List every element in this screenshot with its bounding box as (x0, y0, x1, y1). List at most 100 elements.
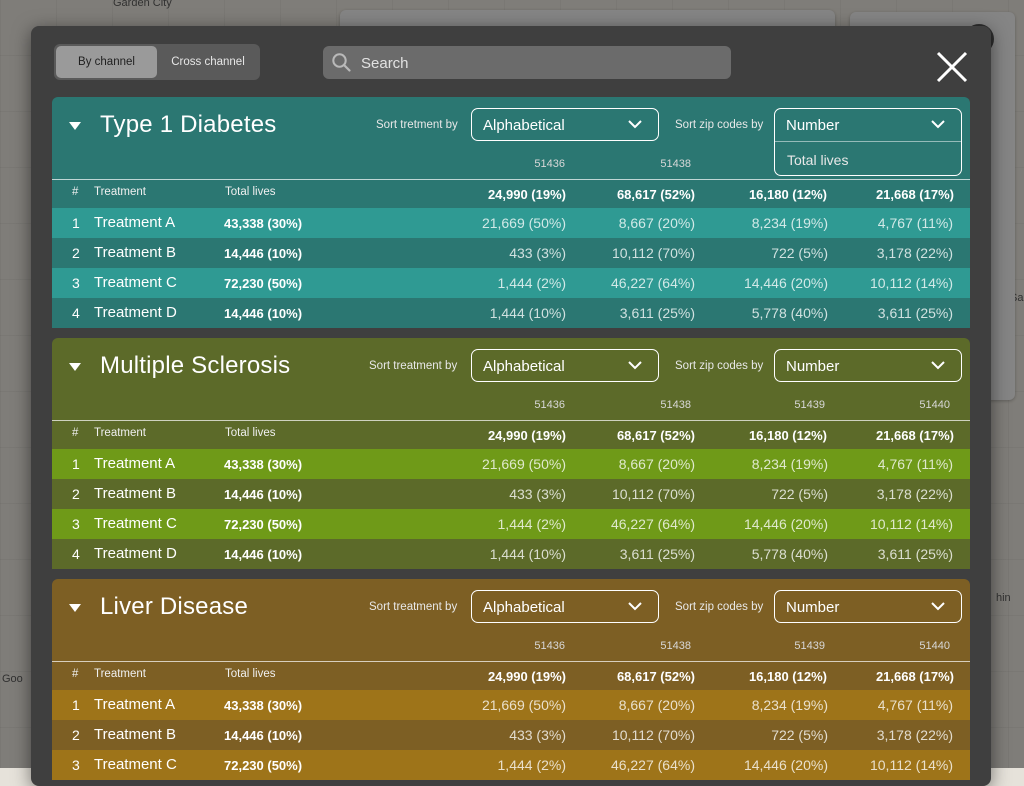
collapse-caret-icon[interactable] (69, 362, 81, 372)
sort-treatment-value: Alphabetical (483, 117, 565, 134)
treatment-total: 43,338 (30%) (224, 698, 303, 713)
table-row[interactable]: 1 Treatment A 43,338 (30%) 21,669 (50%) … (52, 208, 970, 238)
map-place-label: Goo (2, 673, 23, 685)
zip-cell: 3,611 (25%) (877, 305, 953, 321)
chevron-down-icon (628, 120, 642, 129)
zip-cell: 14,446 (20%) (743, 757, 828, 773)
zip-total: 21,668 (17%) (875, 428, 954, 443)
row-number: 3 (72, 757, 80, 773)
column-total-lives: Total lives (225, 668, 276, 680)
sort-treatment-label: Sort treatment by (369, 360, 458, 372)
column-number: # (72, 668, 79, 680)
zip-cell: 3,178 (22%) (876, 245, 953, 261)
zip-code-header: 51440 (919, 640, 950, 652)
table-row[interactable]: 2 Treatment B 14,446 (10%) 433 (3%) 10,1… (52, 720, 970, 750)
zip-total: 68,617 (52%) (616, 428, 695, 443)
sort-treatment-select[interactable]: Alphabetical (471, 590, 659, 623)
sort-treatment-select[interactable]: Alphabetical (471, 349, 659, 382)
section-header: Multiple Sclerosis Sort treatment by Alp… (52, 338, 970, 420)
close-icon[interactable] (935, 50, 969, 84)
zip-total: 24,990 (19%) (487, 428, 566, 443)
zip-cell: 10,112 (14%) (869, 757, 953, 773)
collapse-caret-icon[interactable] (69, 121, 81, 131)
chevron-down-icon (931, 361, 945, 370)
sort-zip-select-open[interactable]: Number Total lives (774, 108, 962, 176)
view-toggle: By channel Cross channel (54, 44, 260, 80)
treatment-name: Treatment B (94, 726, 176, 743)
zip-cell: 46,227 (64%) (610, 516, 695, 532)
treatment-name: Treatment C (94, 756, 177, 773)
sort-treatment-label: Sort treatment by (369, 601, 458, 613)
zip-total: 16,180 (12%) (748, 187, 827, 202)
row-number: 4 (72, 305, 80, 321)
zip-code-header: 51436 (534, 158, 565, 170)
zip-cell: 8,234 (19%) (751, 215, 828, 231)
collapse-caret-icon[interactable] (69, 603, 81, 613)
zip-cell: 8,667 (20%) (618, 697, 695, 713)
sort-zip-select[interactable]: Number (774, 349, 962, 382)
zip-total: 24,990 (19%) (487, 669, 566, 684)
treatment-name: Treatment C (94, 274, 177, 291)
treatment-modal: By channel Cross channel Type 1 Diabetes… (31, 26, 991, 786)
zip-total: 21,668 (17%) (875, 187, 954, 202)
table-row[interactable]: 2 Treatment B 14,446 (10%) 433 (3%) 10,1… (52, 238, 970, 268)
treatment-total: 72,230 (50%) (224, 758, 303, 773)
chevron-down-icon (931, 120, 945, 129)
zip-cell: 21,669 (50%) (481, 215, 566, 231)
sort-treatment-value: Alphabetical (483, 358, 565, 375)
zip-cell: 5,778 (40%) (751, 546, 828, 562)
treatment-total: 72,230 (50%) (224, 517, 303, 532)
treatment-total: 14,446 (10%) (224, 246, 303, 261)
dropdown-option-total-lives[interactable]: Total lives (775, 141, 961, 176)
sort-treatment-select[interactable]: Alphabetical (471, 108, 659, 141)
section-title: Type 1 Diabetes (100, 111, 277, 138)
sort-zip-value: Number (786, 117, 840, 134)
zip-cell: 433 (3%) (509, 245, 566, 261)
section-liver-disease: Liver Disease Sort treatment by Alphabet… (52, 579, 970, 780)
table-row[interactable]: 3 Treatment C 72,230 (50%) 1,444 (2%) 46… (52, 509, 970, 539)
zip-cell: 1,444 (2%) (497, 516, 566, 532)
zip-total: 21,668 (17%) (875, 669, 954, 684)
sort-zip-label: Sort zip codes by (675, 360, 764, 372)
zip-cell: 8,234 (19%) (751, 697, 828, 713)
map-place-label: Garden City (113, 0, 172, 9)
zip-cell: 14,446 (20%) (743, 275, 828, 291)
zip-cell: 3,178 (22%) (876, 486, 953, 502)
table-row[interactable]: 4 Treatment D 14,446 (10%) 1,444 (10%) 3… (52, 298, 970, 328)
treatment-total: 14,446 (10%) (224, 306, 303, 321)
treatment-name: Treatment A (94, 455, 176, 472)
treatment-name: Treatment A (94, 214, 176, 231)
treatment-total: 72,230 (50%) (224, 276, 303, 291)
by-channel-tab[interactable]: By channel (56, 46, 157, 78)
search-input[interactable] (359, 46, 723, 81)
zip-cell: 10,112 (70%) (611, 245, 695, 261)
zip-cell: 3,611 (25%) (619, 546, 695, 562)
table-row[interactable]: 3 Treatment C 72,230 (50%) 1,444 (2%) 46… (52, 750, 970, 780)
zip-total: 68,617 (52%) (616, 669, 695, 684)
section-header: Liver Disease Sort treatment by Alphabet… (52, 579, 970, 661)
table-row[interactable]: 1 Treatment A 43,338 (30%) 21,669 (50%) … (52, 449, 970, 479)
zip-cell: 8,234 (19%) (751, 456, 828, 472)
table-row[interactable]: 2 Treatment B 14,446 (10%) 433 (3%) 10,1… (52, 479, 970, 509)
table-row[interactable]: 3 Treatment C 72,230 (50%) 1,444 (2%) 46… (52, 268, 970, 298)
zip-cell: 21,669 (50%) (481, 697, 566, 713)
zip-cell: 1,444 (10%) (489, 546, 566, 562)
zip-code-header: 51436 (534, 640, 565, 652)
sort-treatment-label: Sort tretment by (376, 119, 458, 131)
row-number: 3 (72, 516, 80, 532)
table-row[interactable]: 1 Treatment A 43,338 (30%) 21,669 (50%) … (52, 690, 970, 720)
zip-cell: 433 (3%) (509, 486, 566, 502)
zip-cell: 10,112 (14%) (869, 275, 953, 291)
zip-total: 24,990 (19%) (487, 187, 566, 202)
table-row[interactable]: 4 Treatment D 14,446 (10%) 1,444 (10%) 3… (52, 539, 970, 569)
table-header: # Treatment Total lives 24,990 (19%) 68,… (52, 420, 970, 449)
search-box (323, 46, 731, 81)
zip-cell: 1,444 (10%) (489, 305, 566, 321)
zip-code-header: 51439 (794, 640, 825, 652)
zip-cell: 4,767 (11%) (877, 456, 953, 472)
cross-channel-tab[interactable]: Cross channel (171, 56, 245, 68)
section-multiple-sclerosis: Multiple Sclerosis Sort treatment by Alp… (52, 338, 970, 569)
treatment-name: Treatment D (94, 545, 177, 562)
zip-total: 16,180 (12%) (748, 669, 827, 684)
sort-zip-select[interactable]: Number (774, 590, 962, 623)
